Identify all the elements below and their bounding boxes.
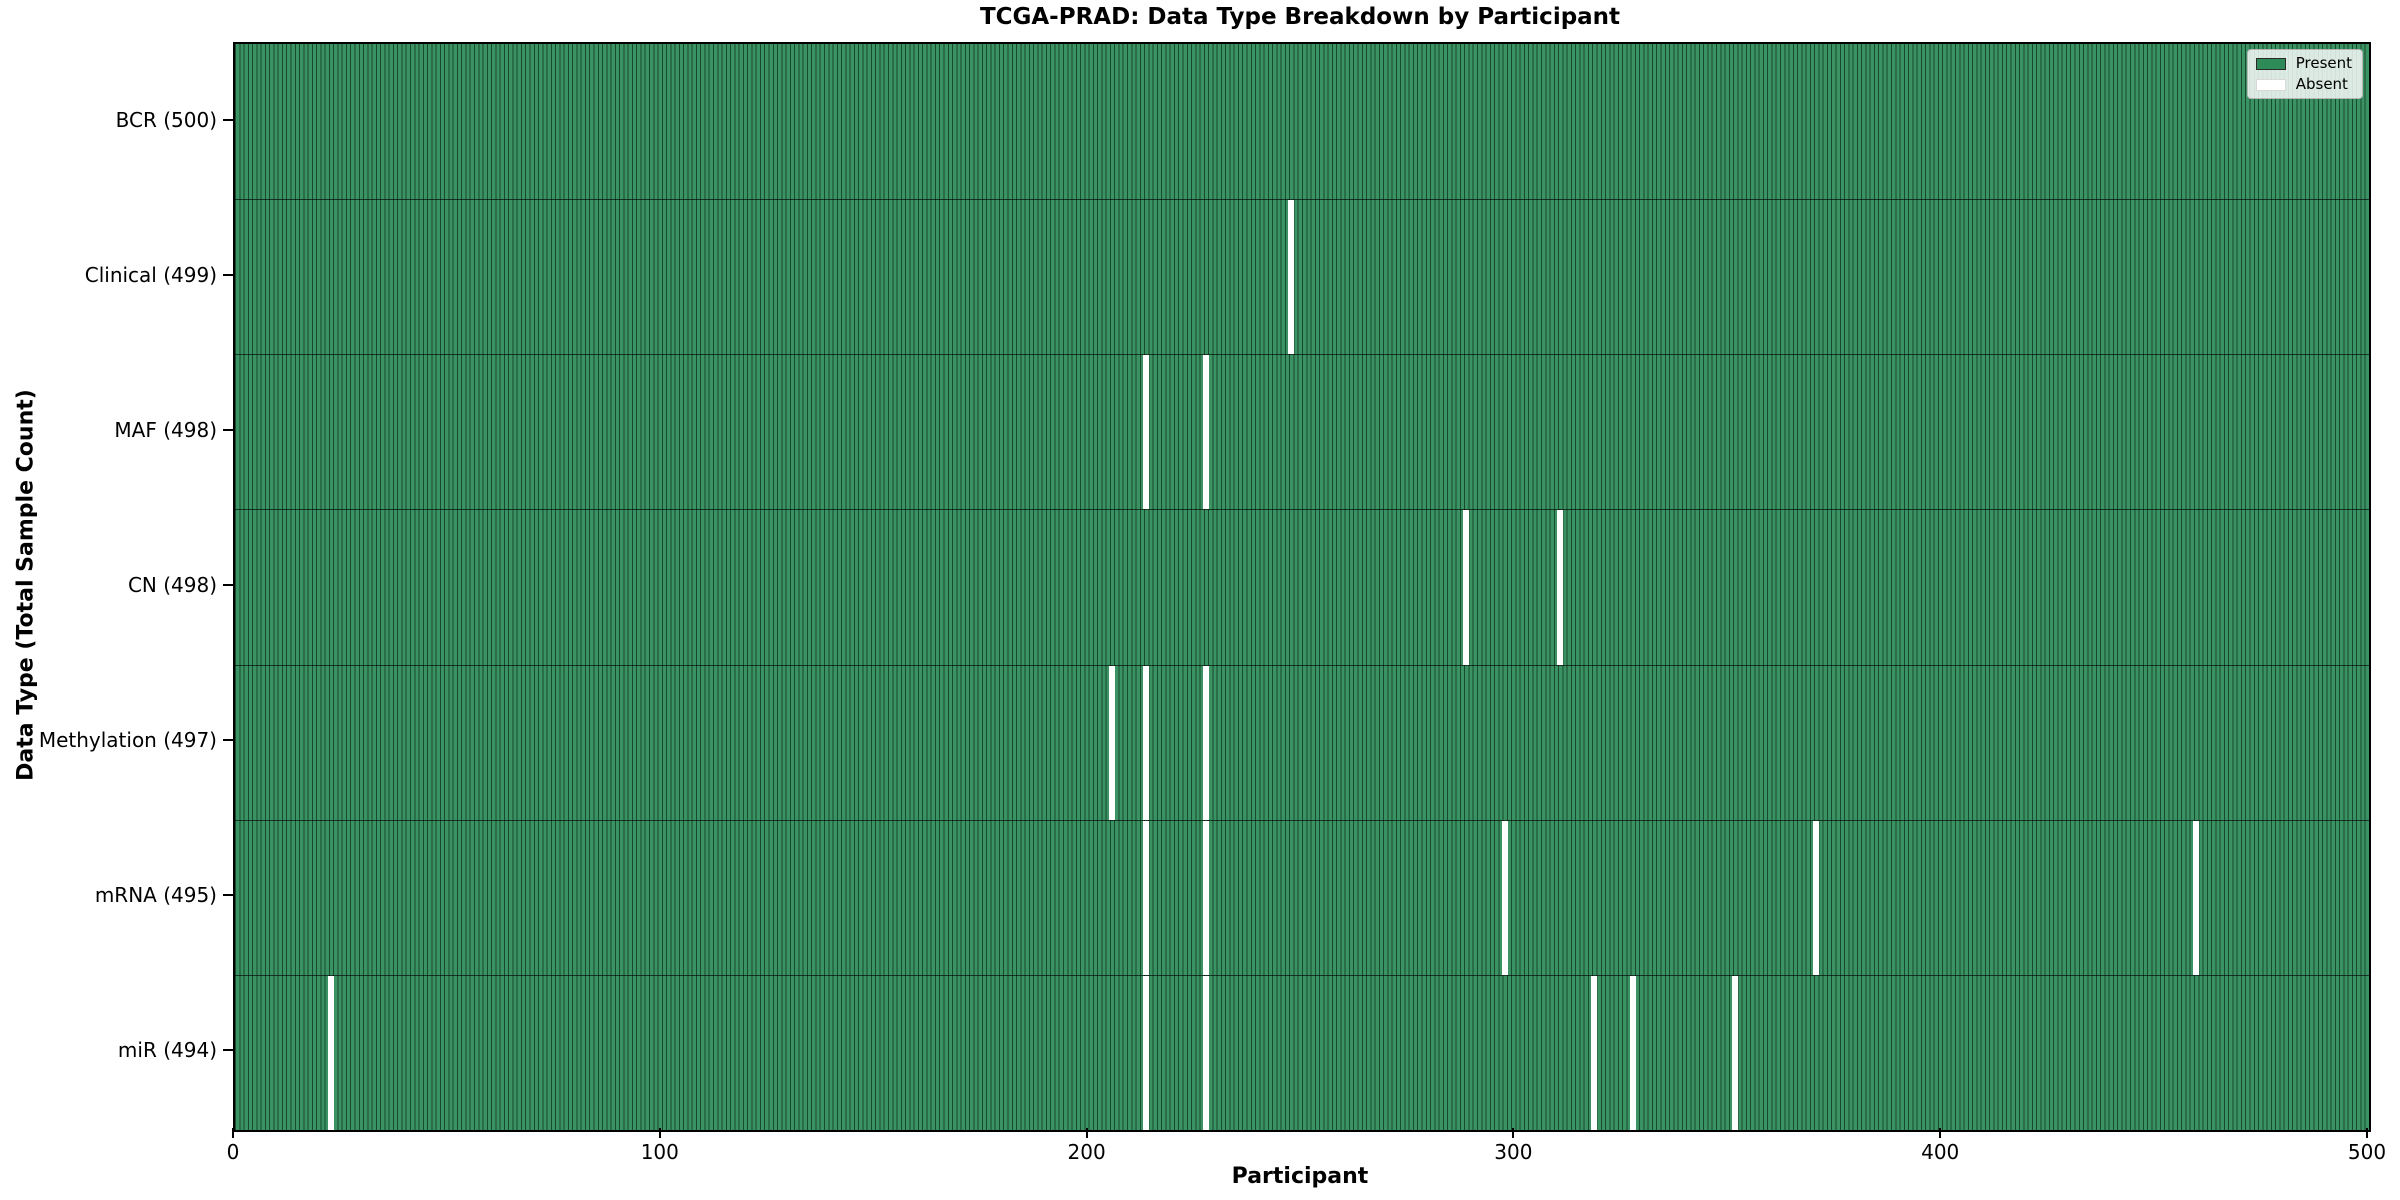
y-tick-label: MAF (498) [114, 417, 217, 442]
x-tick-mark [2366, 1128, 2368, 1138]
y-tick-mark [223, 1049, 233, 1052]
y-tick-mark [223, 739, 233, 742]
x-tick-label: 0 [226, 1140, 240, 1164]
chart-title: TCGA-PRAD: Data Type Breakdown by Partic… [979, 4, 1621, 30]
plot-area: Present Absent [233, 42, 2371, 1132]
heatmap-row-miR [235, 974, 2369, 1130]
absent-gap [1288, 200, 1295, 355]
y-axis-label: Data Type (Total Sample Count) [13, 389, 39, 781]
heatmap-row-Clinical [235, 199, 2369, 355]
absent-gap [1143, 355, 1150, 510]
x-tick-label: 200 [1067, 1140, 1106, 1164]
absent-gap [328, 975, 335, 1130]
x-tick-mark [1085, 1128, 1088, 1138]
x-tick-mark [232, 1128, 234, 1138]
y-tick-label: Methylation (497) [38, 728, 217, 753]
absent-gap [1143, 975, 1150, 1130]
x-tick-label: 500 [2347, 1140, 2387, 1164]
absent-gap [1202, 820, 1209, 975]
heatmap-row-CN [235, 509, 2369, 665]
absent-swatch-icon [2255, 78, 2286, 91]
legend-entry-absent: Absent [2255, 75, 2352, 93]
heatmap-row-MAF [235, 354, 2369, 510]
absent-gap [2193, 820, 2200, 975]
x-tick-label: 300 [1494, 1140, 1533, 1164]
absent-gap [1629, 975, 1636, 1130]
y-tick-mark [223, 273, 233, 276]
absent-gap [1143, 665, 1150, 820]
y-tick-mark [223, 428, 233, 431]
y-tick-label: Clinical (499) [84, 262, 217, 287]
present-swatch-icon [2255, 57, 2286, 70]
y-tick-label: CN (498) [127, 573, 217, 597]
x-tick-mark [658, 1128, 661, 1138]
absent-gap [1813, 820, 1820, 975]
x-tick-label: 100 [640, 1140, 679, 1164]
heatmap-row-BCR [235, 44, 2369, 200]
absent-gap [1143, 820, 1150, 975]
x-axis-label: Participant [1231, 1164, 1369, 1189]
y-tick-label: miR (494) [117, 1038, 217, 1063]
x-tick-mark [1939, 1128, 1942, 1138]
absent-gap [1732, 975, 1739, 1130]
legend: Present Absent [2246, 49, 2363, 99]
x-tick-mark [1512, 1128, 1515, 1138]
legend-absent-label: Absent [2295, 75, 2348, 93]
x-tick-label: 400 [1921, 1140, 1960, 1164]
y-tick-mark [223, 584, 233, 586]
y-tick-label: BCR (500) [115, 107, 217, 132]
legend-entry-present: Present [2255, 54, 2352, 72]
absent-gap [1202, 355, 1209, 510]
absent-gap [1202, 665, 1209, 820]
heatmap-row-Methylation [235, 664, 2369, 820]
legend-present-label: Present [2295, 54, 2352, 72]
absent-gap [1591, 975, 1598, 1130]
absent-gap [1557, 510, 1564, 665]
absent-gap [1109, 665, 1116, 820]
y-tick-mark [223, 894, 233, 897]
y-tick-label: mRNA (495) [94, 883, 217, 908]
absent-gap [1463, 510, 1470, 665]
heatmap-row-mRNA [235, 819, 2369, 975]
absent-gap [1501, 820, 1508, 975]
y-tick-mark [223, 118, 233, 121]
absent-gap [1202, 975, 1209, 1130]
